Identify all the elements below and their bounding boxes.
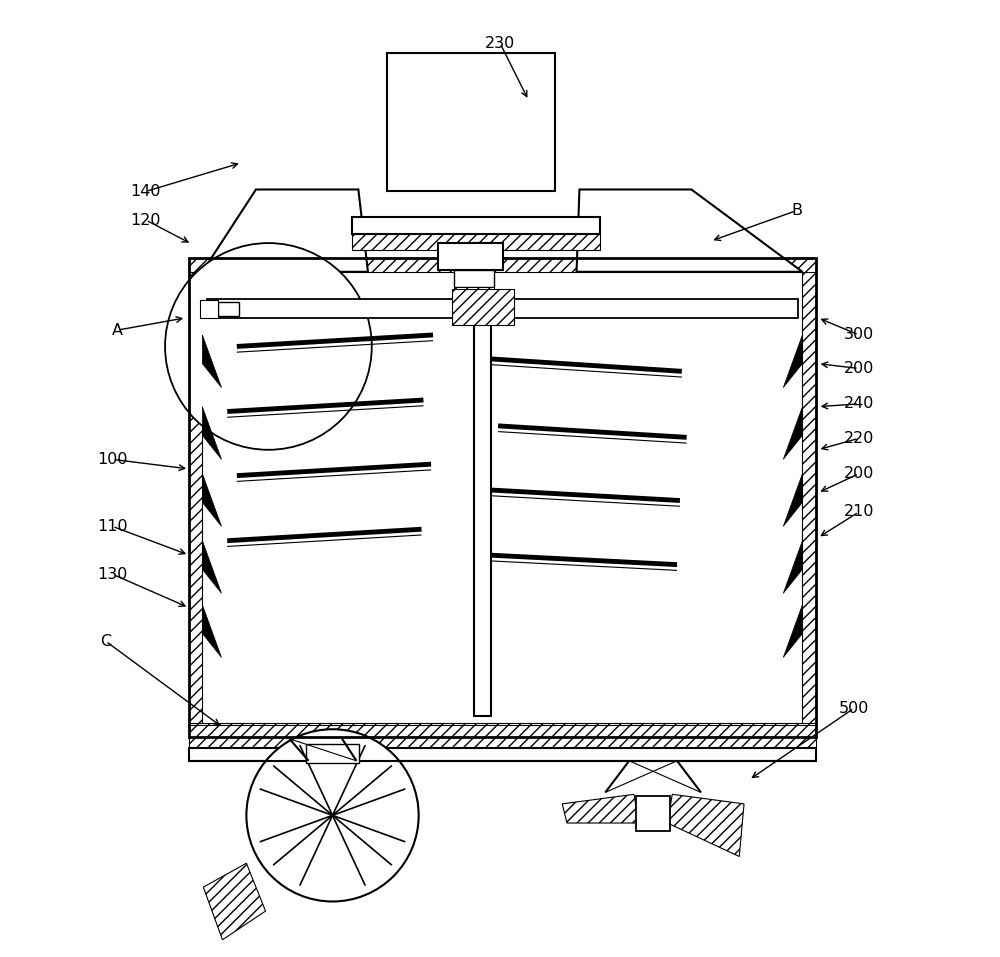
Polygon shape [202,605,222,657]
Bar [189,258,816,272]
Bar [452,289,514,325]
Text: 240: 240 [844,396,874,412]
Polygon shape [783,407,802,459]
Polygon shape [202,541,222,593]
Bar [189,258,816,737]
Bar [387,53,555,191]
Bar [189,258,202,737]
Bar [352,217,600,234]
Text: 140: 140 [131,184,161,199]
Bar [189,725,816,748]
Text: 300: 300 [844,327,874,343]
Text: 210: 210 [844,504,874,520]
Text: 120: 120 [131,212,161,228]
Bar [189,748,816,761]
Polygon shape [562,794,639,823]
Text: 200: 200 [844,466,874,481]
Bar [454,287,494,308]
Bar [474,243,491,716]
Polygon shape [783,541,802,593]
Text: 500: 500 [839,701,869,716]
Polygon shape [783,474,802,526]
Bar [200,300,218,318]
Bar [438,243,503,270]
Bar [636,796,670,831]
Text: 230: 230 [485,35,515,51]
Text: 220: 220 [844,431,874,446]
Text: 110: 110 [97,519,128,534]
Polygon shape [783,605,802,657]
Polygon shape [202,474,222,526]
Polygon shape [202,335,222,388]
Text: B: B [791,203,802,218]
Text: 200: 200 [844,361,874,376]
Bar [306,744,359,763]
Polygon shape [667,794,744,857]
Text: A: A [112,323,123,338]
Text: 130: 130 [97,567,128,582]
Circle shape [246,729,419,901]
Bar [352,234,600,250]
Text: C: C [100,634,111,649]
Polygon shape [577,189,802,272]
Bar [454,270,494,287]
Polygon shape [203,863,266,940]
Bar [189,723,816,737]
Circle shape [165,243,372,450]
Bar [207,299,798,318]
Polygon shape [202,189,368,272]
Bar [218,302,239,316]
Bar [802,258,816,737]
Polygon shape [783,335,802,388]
Polygon shape [202,407,222,459]
Text: 100: 100 [97,452,128,467]
